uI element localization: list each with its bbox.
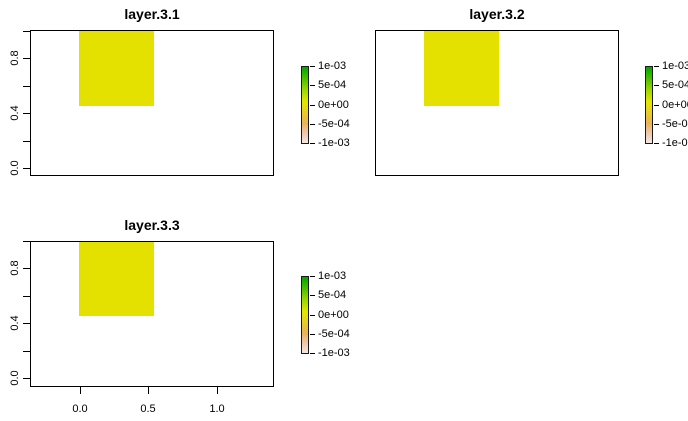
panel-1-y-tick — [23, 58, 30, 59]
panel-1-colorbar-tick — [310, 105, 315, 106]
panel-3-raster-cell — [79, 242, 154, 316]
panel-1-colorbar-label: 1e-03 — [318, 60, 347, 72]
panel-3-colorbar-label: 0e+00 — [318, 309, 349, 321]
panel-1-colorbar-tick — [310, 124, 315, 125]
panel-3-x-tick-label: 0.5 — [140, 403, 156, 415]
panel-3-x-tick — [148, 387, 149, 394]
panel-3-y-tick-label: 0.8 — [9, 260, 21, 276]
panel-1-y-tick — [23, 168, 30, 169]
panel-1-colorbar-tick — [310, 66, 315, 67]
panel-3-x-tick-label: 1.0 — [209, 403, 225, 415]
panel-2-raster-cell — [424, 31, 499, 106]
panel-1-raster-cell — [79, 31, 154, 106]
panel-1-colorbar-label: 5e-04 — [318, 79, 347, 91]
panel-3-colorbar-label: 5e-04 — [318, 289, 347, 301]
panel-2-colorbar-label: 0e+00 — [662, 99, 688, 111]
panel-1-colorbar-label: 0e+00 — [318, 99, 349, 111]
panel-3-title: layer.3.3 — [124, 217, 180, 233]
panel-2-colorbar-tick — [654, 105, 659, 106]
panel-1-title: layer.3.1 — [124, 6, 180, 22]
panel-3-y-tick — [23, 268, 30, 269]
panel-2-colorbar-tick — [654, 143, 659, 144]
panel-1-colorbar-tick — [310, 143, 315, 144]
panel-3-y-tick — [23, 241, 30, 242]
panel-2-colorbar — [645, 66, 653, 144]
panel-3-y-tick — [23, 351, 30, 352]
panel-2-colorbar-label: 1e-03 — [662, 60, 688, 72]
panel-1-colorbar-label: -5e-04 — [318, 118, 350, 130]
panel-2-title: layer.3.2 — [469, 6, 525, 22]
panel-2-colorbar-tick — [654, 85, 659, 86]
panel-1-y-tick-label: 0.0 — [9, 160, 21, 176]
panel-3-colorbar-label: -1e-03 — [318, 347, 350, 359]
panel-2-colorbar-tick — [654, 124, 659, 125]
panel-3-colorbar-label: 1e-03 — [318, 270, 347, 282]
panel-3-colorbar-tick — [310, 276, 315, 277]
panel-3-y-tick — [23, 378, 30, 379]
panel-3-y-tick-label: 0.4 — [9, 315, 21, 331]
panel-3-x-tick — [217, 387, 218, 394]
panel-1-y-tick — [23, 113, 30, 114]
panel-1-y-tick — [23, 86, 30, 87]
panel-2-colorbar-tick — [654, 66, 659, 67]
panel-1-y-tick-label: 0.8 — [9, 50, 21, 66]
panel-2-colorbar-label: 5e-04 — [662, 79, 688, 91]
panel-3-x-tick-label: 0.0 — [72, 403, 88, 415]
panel-3-y-tick — [23, 296, 30, 297]
panel-2-colorbar-label: -5e-04 — [662, 118, 688, 130]
panel-3-colorbar-label: -5e-04 — [318, 328, 350, 340]
panel-3-colorbar-tick — [310, 295, 315, 296]
panel-1-y-tick — [23, 141, 30, 142]
panel-3-colorbar — [301, 276, 309, 354]
panel-1-y-tick-label: 0.4 — [9, 105, 21, 121]
panel-3-x-tick — [80, 387, 81, 394]
panel-3-colorbar-tick — [310, 315, 315, 316]
panel-1-colorbar-label: -1e-03 — [318, 137, 350, 149]
panel-1-colorbar-tick — [310, 85, 315, 86]
panel-1-colorbar — [301, 66, 309, 144]
panel-3-colorbar-tick — [310, 353, 315, 354]
panel-1-y-tick — [23, 31, 30, 32]
panel-2-colorbar-label: -1e-03 — [662, 137, 688, 149]
panel-3-colorbar-tick — [310, 334, 315, 335]
panel-3-y-tick — [23, 323, 30, 324]
panel-3-y-tick-label: 0.0 — [9, 370, 21, 386]
